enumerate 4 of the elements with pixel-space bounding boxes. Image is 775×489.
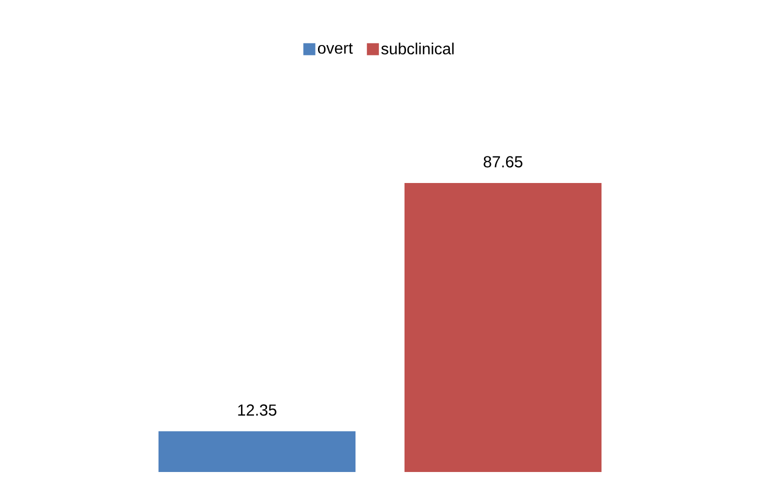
legend-label: overt xyxy=(318,43,353,54)
data-label: 12.35 xyxy=(238,404,276,416)
legend-label: subclinical xyxy=(381,42,454,54)
data-label: 87.65 xyxy=(484,156,522,168)
